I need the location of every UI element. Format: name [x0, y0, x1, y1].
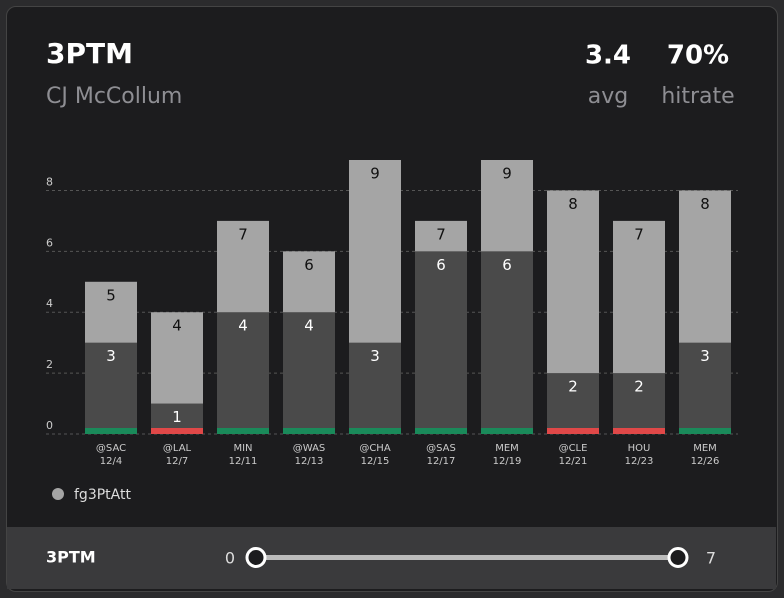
value-label: 7: [634, 225, 644, 243]
x-tick-label: MEM: [495, 443, 519, 454]
value-label: 5: [106, 286, 116, 304]
value-label: 6: [304, 256, 314, 274]
result-strip: [415, 428, 467, 434]
result-strip: [85, 428, 137, 434]
x-tick-label: 12/4: [100, 456, 122, 467]
x-tick-label: 12/17: [427, 456, 456, 467]
stat-value: 3.4: [585, 41, 631, 71]
legend-label: fg3PtAtt: [74, 487, 131, 503]
bar: [217, 312, 269, 434]
result-strip: [217, 428, 269, 434]
slider-min: 0: [225, 549, 235, 568]
x-tick-label: MEM: [693, 443, 717, 454]
x-tick-label: 12/21: [559, 456, 588, 467]
result-strip: [349, 428, 401, 434]
value-label: 9: [502, 165, 512, 183]
x-tick-label: 12/11: [229, 456, 258, 467]
value-label: 4: [172, 317, 182, 335]
slider-label: 3PTM: [46, 548, 96, 567]
value-label: 6: [502, 256, 512, 274]
x-tick-label: @LAL: [163, 443, 192, 454]
value-label: 3: [106, 347, 116, 365]
value-label: 3: [370, 347, 380, 365]
stat-label: avg: [588, 84, 628, 109]
value-label: 7: [238, 225, 248, 243]
y-tick-label: 6: [46, 236, 53, 249]
title: 3PTM: [46, 37, 133, 70]
x-tick-label: @WAS: [293, 443, 326, 454]
y-tick-label: 8: [46, 175, 53, 188]
y-tick-label: 4: [46, 297, 53, 310]
bar: [547, 373, 599, 434]
bar: [283, 312, 335, 434]
x-tick-label: 12/7: [166, 456, 188, 467]
stat-label: hitrate: [661, 84, 734, 109]
result-strip: [283, 428, 335, 434]
slider-track: [256, 555, 678, 560]
x-tick-label: @CLE: [559, 443, 588, 454]
legend-marker: [52, 488, 64, 500]
result-strip: [547, 428, 599, 434]
slider-handle[interactable]: [245, 547, 267, 568]
value-label: 4: [238, 317, 248, 335]
value-label: 2: [634, 378, 644, 396]
x-tick-label: 12/13: [295, 456, 324, 467]
value-label: 8: [700, 195, 710, 213]
x-tick-label: 12/26: [691, 456, 720, 467]
value-label: 6: [436, 256, 446, 274]
x-tick-label: 12/23: [625, 456, 654, 467]
value-label: 8: [568, 195, 578, 213]
value-label: 3: [700, 347, 710, 365]
value-label: 1: [172, 408, 182, 426]
result-strip: [613, 428, 665, 434]
bar: [481, 251, 533, 434]
bar: [85, 342, 137, 434]
x-tick-label: 12/15: [361, 456, 390, 467]
y-tick-label: 2: [46, 358, 53, 371]
bar: [415, 251, 467, 434]
result-strip: [151, 428, 203, 434]
y-tick-label: 0: [46, 419, 53, 432]
x-tick-label: HOU: [628, 443, 651, 454]
x-tick-label: @SAC: [96, 443, 126, 454]
result-strip: [679, 428, 731, 434]
x-tick-label: 12/19: [493, 456, 522, 467]
x-tick-label: @SAS: [426, 443, 456, 454]
value-label: 9: [370, 165, 380, 183]
value-label: 4: [304, 317, 314, 335]
value-label: 7: [436, 225, 446, 243]
value-label: 2: [568, 378, 578, 396]
slider-max: 7: [706, 549, 716, 568]
stat-value: 70%: [667, 41, 729, 71]
bar: [349, 342, 401, 434]
x-tick-label: @CHA: [359, 443, 391, 454]
result-strip: [481, 428, 533, 434]
bar: [679, 342, 731, 434]
slider-handle[interactable]: [667, 547, 689, 568]
bar: [613, 373, 665, 434]
x-tick-label: MIN: [233, 443, 252, 454]
subtitle: CJ McCollum: [46, 84, 182, 109]
